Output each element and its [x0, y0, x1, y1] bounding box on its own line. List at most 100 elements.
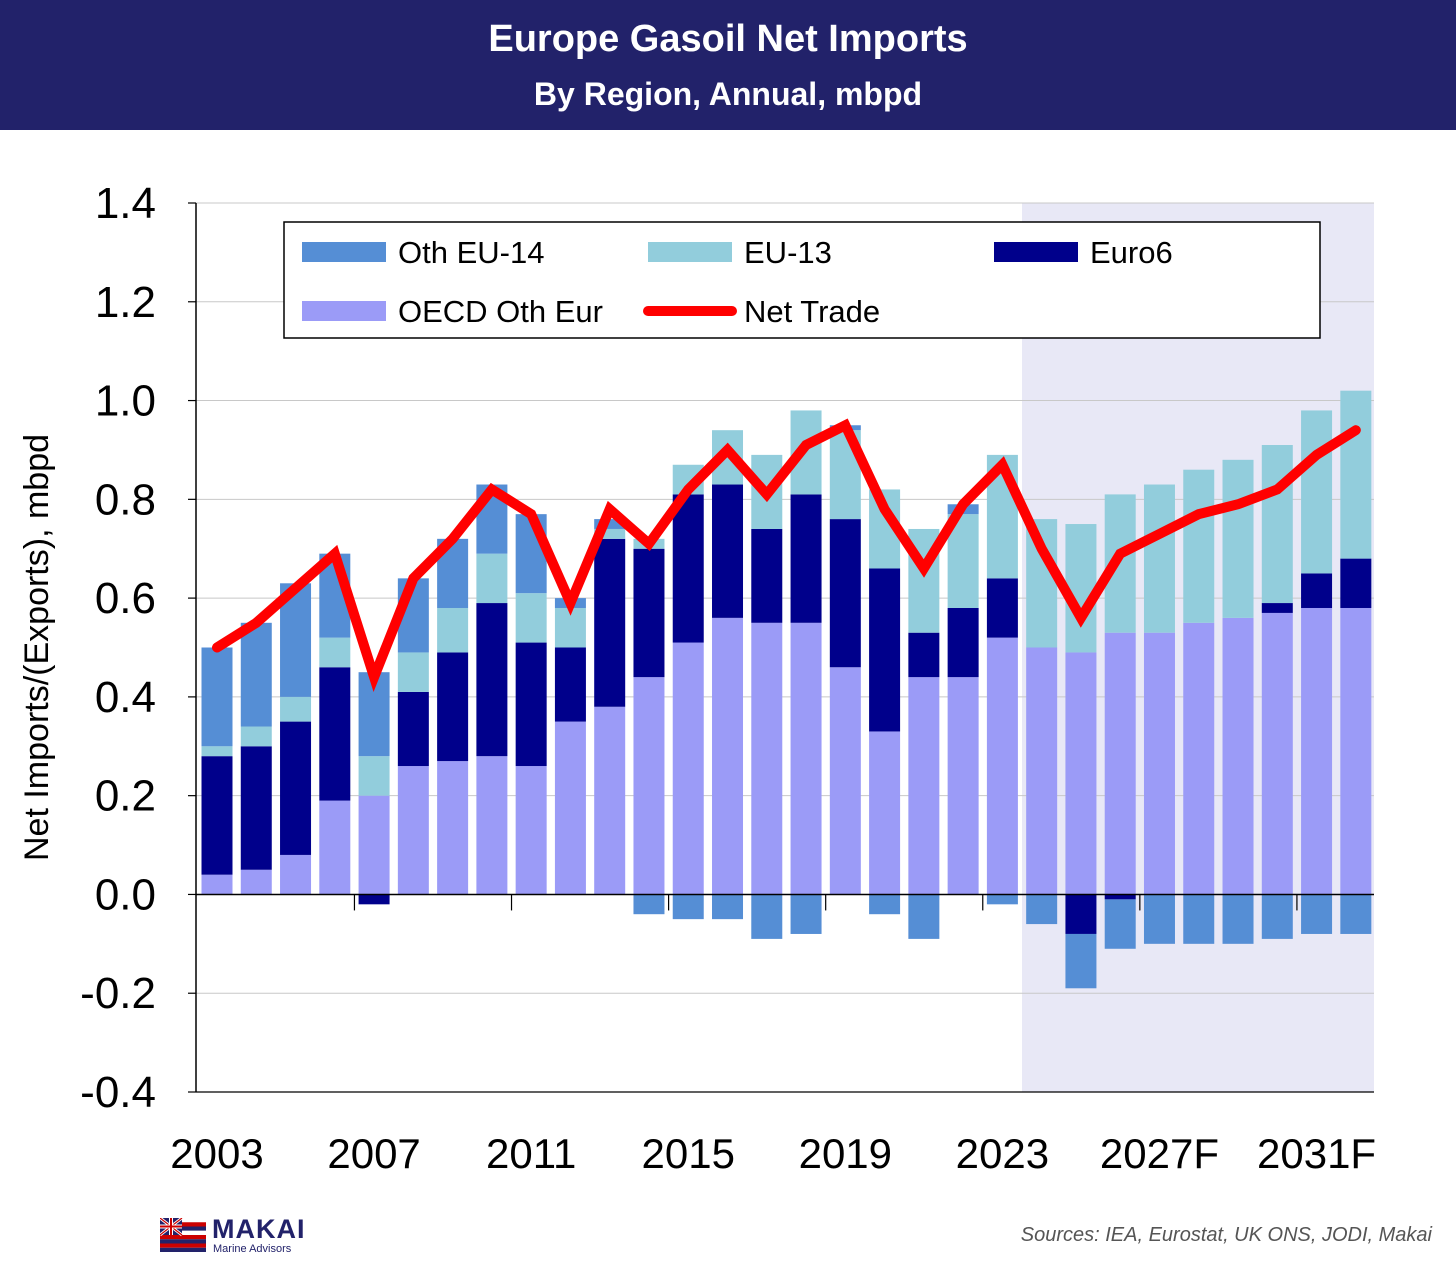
bar-eu13 [240, 726, 272, 747]
hawaii-flag-icon [160, 1218, 206, 1252]
bar-oecd_oth_eur [633, 677, 665, 895]
bar-oth_eu14 [1104, 899, 1136, 949]
bar-oecd_oth_eur [240, 869, 272, 895]
legend-box [283, 221, 1321, 339]
chart-title: Europe Gasoil Net Imports [488, 18, 968, 60]
y-tick-label: 0.6 [95, 574, 156, 623]
bar-eu13 [1301, 410, 1333, 574]
y-tick-label: -0.4 [80, 1068, 156, 1117]
bar-euro6 [633, 548, 665, 678]
bar-oecd_oth_eur [908, 677, 940, 895]
bar-euro6 [397, 691, 429, 767]
x-tick-label: 2031F [1257, 1130, 1376, 1177]
bar-oecd_oth_eur [319, 800, 351, 895]
bar-euro6 [712, 484, 744, 618]
bar-oecd_oth_eur [829, 667, 861, 895]
bar-oth_eu14 [594, 519, 626, 529]
bar-eu13 [358, 756, 390, 796]
bar-oecd_oth_eur [594, 706, 626, 895]
bar-oth_eu14 [908, 894, 940, 939]
y-tick-label: 0.4 [95, 673, 156, 722]
bar-eu13 [1143, 484, 1175, 633]
bar-oth_eu14 [672, 894, 704, 920]
legend-swatch-euro6 [994, 242, 1078, 262]
y-axis-title: Net Imports/(Exports), mbpd [18, 434, 56, 861]
bar-euro6 [829, 519, 861, 668]
bar-eu13 [1222, 459, 1254, 618]
bar-oecd_oth_eur [1340, 607, 1372, 895]
bar-eu13 [437, 607, 469, 653]
y-tick-label: 0.0 [95, 870, 156, 919]
bar-euro6 [1301, 573, 1333, 608]
bar-oth_eu14 [240, 622, 272, 727]
bar-oecd_oth_eur [1183, 622, 1215, 895]
legend-label: OECD Oth Eur [398, 294, 603, 329]
bar-oth_eu14 [1143, 894, 1175, 944]
bar-euro6 [280, 721, 312, 855]
bar-oecd_oth_eur [947, 677, 979, 895]
bar-oecd_oth_eur [437, 761, 469, 895]
line-net-trade [212, 418, 1361, 692]
bar-eu13 [1065, 524, 1097, 653]
bar-eu13 [515, 593, 547, 643]
legend-swatch-eu13 [648, 242, 732, 262]
bar-oecd_oth_eur [712, 617, 744, 895]
sources-note: Sources: IEA, Eurostat, UK ONS, JODI, Ma… [1020, 1224, 1432, 1246]
bar-euro6 [986, 578, 1018, 638]
bar-eu13 [476, 553, 508, 604]
bar-oth_eu14 [1261, 894, 1293, 939]
legend-label: Net Trade [744, 294, 880, 329]
bar-euro6 [437, 652, 469, 762]
bar-oth_eu14 [1065, 933, 1097, 989]
bar-euro6 [319, 667, 351, 801]
x-tick-label: 2007 [327, 1130, 420, 1177]
brand-name: MAKAI [212, 1214, 306, 1244]
legend-label: Euro6 [1090, 235, 1173, 270]
bar-oth_eu14 [869, 894, 901, 915]
bar-oecd_oth_eur [1104, 632, 1136, 895]
bar-euro6 [515, 642, 547, 767]
bar-euro6 [1261, 603, 1293, 613]
bar-euro6 [790, 494, 822, 623]
legend-swatch-oecd_oth_eur [302, 301, 386, 321]
chart-header: Europe Gasoil Net Imports By Region, Ann… [0, 0, 1456, 130]
bar-eu13 [319, 637, 351, 668]
bar-euro6 [947, 607, 979, 678]
bar-oecd_oth_eur [397, 766, 429, 895]
bar-oecd_oth_eur [1301, 607, 1333, 895]
bar-euro6 [751, 528, 783, 623]
bar-euro6 [554, 647, 586, 722]
bar-oecd_oth_eur [1026, 647, 1058, 895]
bar-oecd_oth_eur [554, 721, 586, 895]
chart-subtitle: By Region, Annual, mbpd [533, 76, 923, 112]
bar-eu13 [594, 528, 626, 539]
x-tick-label: 2019 [799, 1130, 892, 1177]
bar-oth_eu14 [1026, 894, 1058, 925]
bar-oth_eu14 [986, 894, 1018, 905]
brand-subtitle: Marine Advisors [213, 1243, 292, 1255]
bar-euro6 [594, 538, 626, 707]
bar-oth_eu14 [751, 894, 783, 939]
bar-oecd_oth_eur [751, 622, 783, 895]
bar-euro6 [869, 568, 901, 732]
y-tick-label: -0.2 [80, 969, 156, 1018]
bar-oecd_oth_eur [672, 642, 704, 895]
bar-oecd_oth_eur [515, 766, 547, 895]
bar-oecd_oth_eur [1065, 652, 1097, 895]
y-tick-label: 0.2 [95, 772, 156, 821]
bar-oth_eu14 [1183, 894, 1215, 944]
bar-euro6 [672, 494, 704, 643]
x-tick-label: 2003 [170, 1130, 263, 1177]
bar-oecd_oth_eur [1143, 632, 1175, 895]
bar-eu13 [1183, 469, 1215, 623]
bar-oth_eu14 [633, 894, 665, 915]
bar-oecd_oth_eur [869, 731, 901, 895]
bar-oecd_oth_eur [1261, 612, 1293, 895]
y-tick-label: 1.4 [95, 179, 156, 228]
bar-oth_eu14 [1222, 894, 1254, 944]
bar-eu13 [280, 696, 312, 722]
x-tick-label: 2015 [642, 1130, 735, 1177]
legend-swatch-oth_eu14 [302, 242, 386, 262]
bar-oth_eu14 [201, 647, 233, 747]
bar-eu13 [397, 652, 429, 692]
